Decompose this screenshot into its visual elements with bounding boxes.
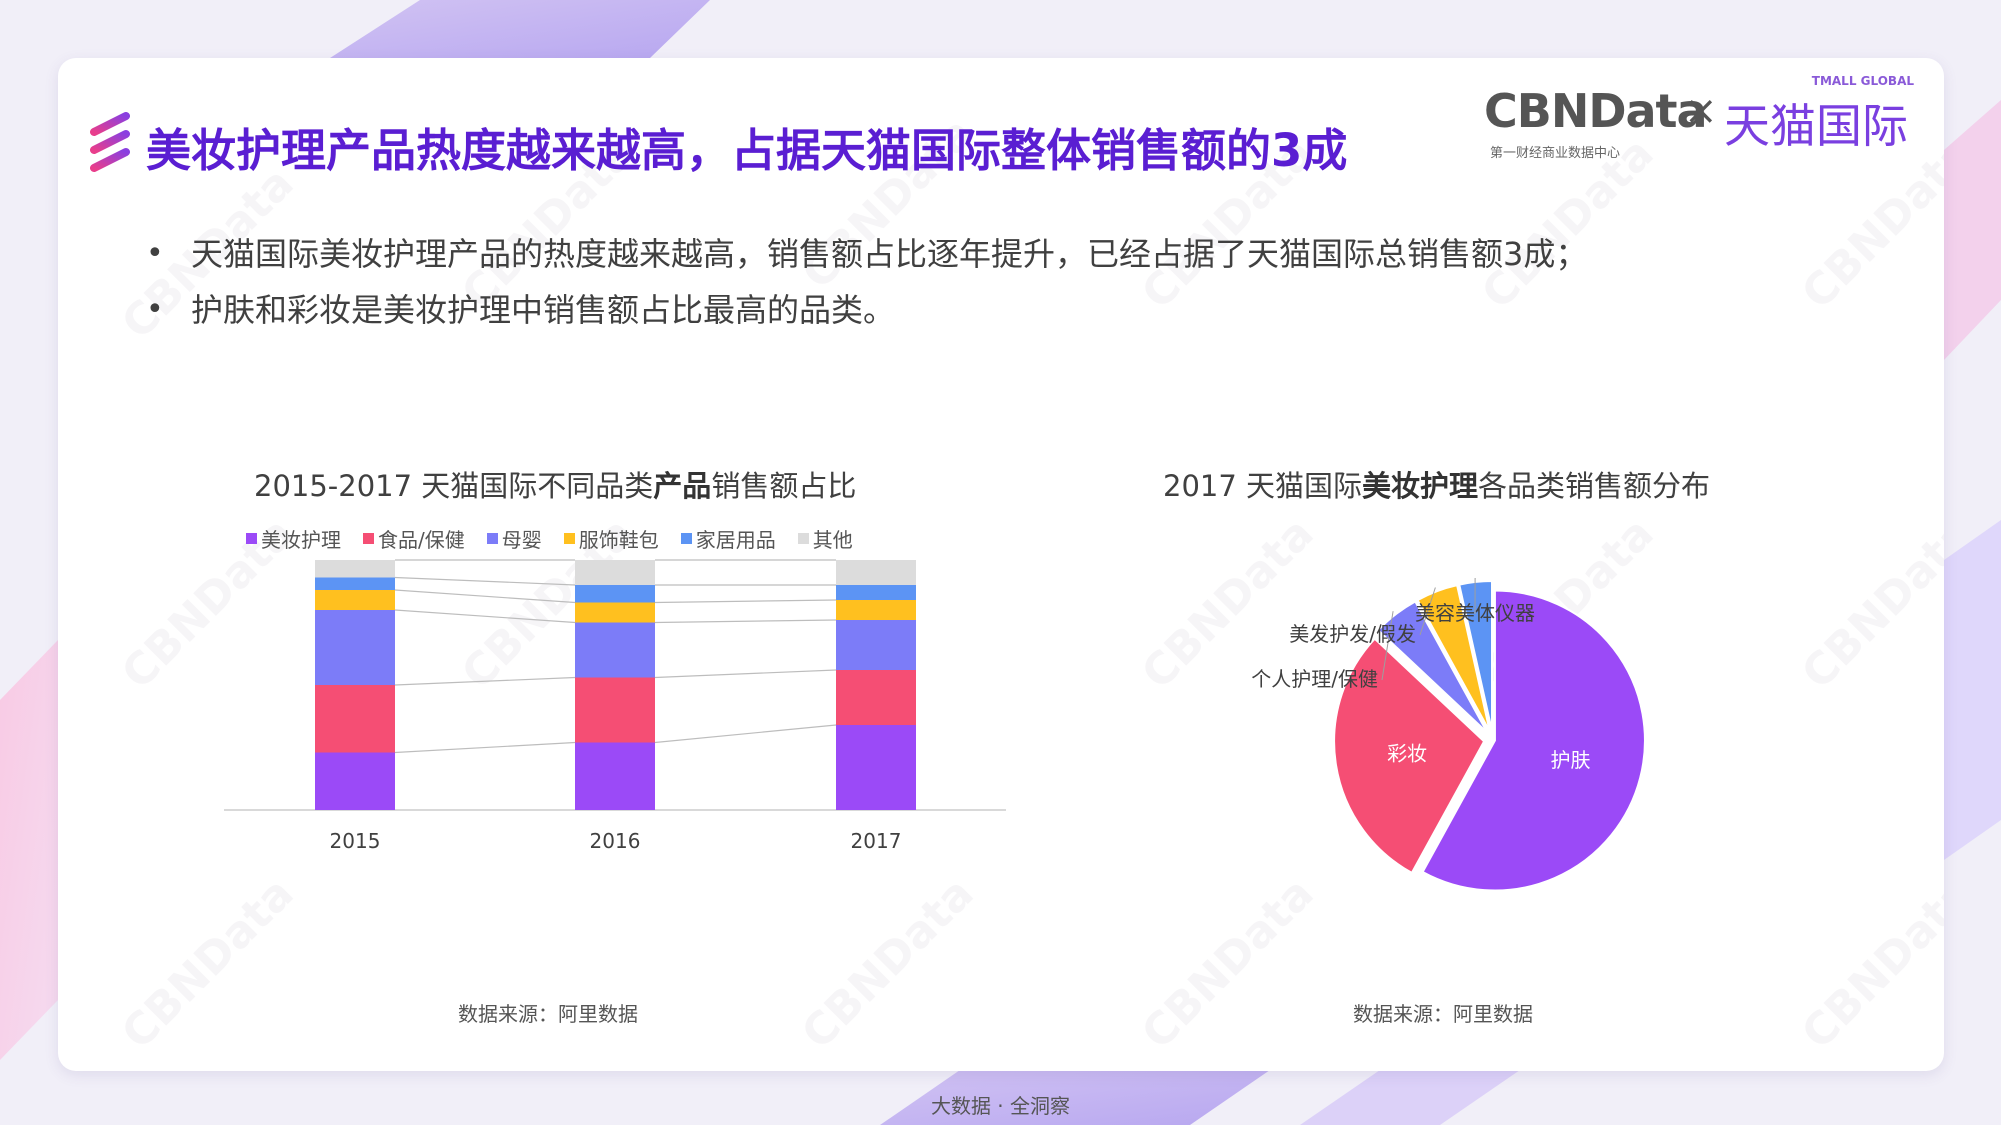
legend-label: 家居用品 xyxy=(695,528,776,552)
right-chart-title-suffix: 各品类销售额分布 xyxy=(1478,469,1711,503)
connector-line xyxy=(654,619,837,624)
pie-label: 美发护发/假发 xyxy=(1289,622,1416,646)
x-tick-label: 2016 xyxy=(590,829,641,853)
legend-item: 食品/保健 xyxy=(363,524,465,553)
legend-label: 美妆护理 xyxy=(261,528,341,552)
legend-item: 家居用品 xyxy=(680,524,776,553)
pie-label: 护肤 xyxy=(1550,748,1590,772)
bar-segment xyxy=(575,602,655,623)
bar-legend: 美妆护理 食品/保健 母婴 服饰鞋包 家居用品 其他 xyxy=(246,524,853,553)
pie-slice xyxy=(1333,637,1486,875)
bar-segment xyxy=(315,560,395,578)
brand-secondary: 天猫国际 xyxy=(1724,99,1908,153)
bar-segment xyxy=(315,685,395,753)
legend-swatch xyxy=(563,533,575,544)
pie-label: 美容美体仪器 xyxy=(1415,601,1535,625)
footer-tagline: 大数据 · 全洞察 xyxy=(930,1094,1071,1118)
pie-label: 彩妆 xyxy=(1387,742,1427,766)
connector-line xyxy=(394,589,576,604)
legend-label: 食品/保健 xyxy=(378,528,465,552)
right-chart-title: 2017 天猫国际美妆护理各品类销售额分布 xyxy=(1163,463,1710,505)
page-title: 美妆护理产品热度越来越高，占据天猫国际整体销售额的3成 xyxy=(146,124,1348,177)
pie-slice xyxy=(1376,600,1489,734)
pie-label: 个人护理/保健 xyxy=(1251,667,1378,691)
connector-line xyxy=(654,599,837,604)
right-chart-source: 数据来源：阿里数据 xyxy=(1353,1002,1533,1026)
legend-item: 美妆护理 xyxy=(246,524,341,553)
x-tick-label: 2015 xyxy=(330,829,381,853)
legend-swatch xyxy=(680,533,692,544)
left-chart-title-prefix: 2015-2017 天猫国际不同品类 xyxy=(254,469,654,503)
x-tick-label: 2017 xyxy=(851,829,902,853)
connector-line xyxy=(394,676,576,686)
bar-segment xyxy=(315,577,395,590)
bar-segment xyxy=(836,585,916,600)
bar-segment xyxy=(575,677,655,743)
watermark: CBNData xyxy=(112,867,304,1060)
bar-segment xyxy=(575,742,655,810)
legend-item: 服饰鞋包 xyxy=(563,524,659,553)
left-chart-title-suffix: 销售额占比 xyxy=(711,469,857,503)
bar-segment xyxy=(575,622,655,678)
slide-card: CBNData CBNData CBNData CBNData CBNData … xyxy=(58,58,1944,1071)
legend-swatch xyxy=(797,533,809,544)
brand-separator: × xyxy=(1684,88,1718,134)
legend-label: 母婴 xyxy=(501,528,542,552)
right-chart-title-prefix: 2017 天猫国际 xyxy=(1163,469,1363,503)
connector-line xyxy=(654,724,837,744)
left-chart-title: 2015-2017 天猫国际不同品类产品销售额占比 xyxy=(254,463,856,505)
pie-slice xyxy=(1421,589,1646,892)
left-chart-source: 数据来源：阿里数据 xyxy=(458,1002,638,1026)
bullet-item: 天猫国际美妆护理产品的热度越来越高，销售额占比逐年提升，已经占据了天猫国际总销售… xyxy=(146,226,1587,282)
brand-primary-sub: 第一财经商业数据中心 xyxy=(1490,146,1621,161)
bar-segment xyxy=(836,725,916,810)
bar-segment xyxy=(836,670,916,725)
connector-line xyxy=(394,609,576,624)
bullet-item: 护肤和彩妆是美妆护理中销售额占比最高的品类。 xyxy=(146,282,1587,338)
legend-swatch xyxy=(246,533,257,544)
right-chart-title-bold: 美妆护理 xyxy=(1362,469,1479,503)
pie-leader-line xyxy=(1419,587,1436,636)
connector-line xyxy=(394,576,576,586)
bar-segment xyxy=(836,600,916,620)
bar-segment xyxy=(315,752,395,810)
bar-segment xyxy=(836,620,916,670)
connector-line xyxy=(394,741,576,754)
watermark: CBNData xyxy=(1792,867,1944,1060)
bar-segment xyxy=(315,610,395,685)
brand-logo: TMALL GLOBAL CBNData 第一财经商业数据中心 × 天猫国际 xyxy=(1484,74,1914,174)
watermark: CBNData xyxy=(1792,507,1944,700)
connector-line xyxy=(654,669,837,679)
watermark: CBNData xyxy=(792,867,984,1060)
bullet-list: 天猫国际美妆护理产品的热度越来越高，销售额占比逐年提升，已经占据了天猫国际总销售… xyxy=(146,226,1587,338)
legend-item: 其他 xyxy=(797,524,853,553)
bar-segment xyxy=(315,590,395,610)
pie-leader-line xyxy=(1381,611,1394,681)
brand-primary: CBNData xyxy=(1484,84,1708,138)
bar-segment xyxy=(836,560,916,585)
legend-item: 母婴 xyxy=(486,524,542,553)
bar-segment xyxy=(575,585,655,603)
left-chart-title-bold: 产品 xyxy=(653,469,712,503)
stripes-icon xyxy=(90,112,130,172)
legend-swatch xyxy=(486,533,498,544)
legend-label: 其他 xyxy=(812,528,853,552)
bar-segment xyxy=(575,560,655,585)
legend-label: 服饰鞋包 xyxy=(578,528,659,552)
legend-swatch xyxy=(363,533,374,544)
brand-secondary-sub: TMALL GLOBAL xyxy=(1811,74,1914,88)
pie-slice xyxy=(1416,583,1491,733)
stacked-bar-chart: 2015 2016 2017 xyxy=(224,559,1006,853)
